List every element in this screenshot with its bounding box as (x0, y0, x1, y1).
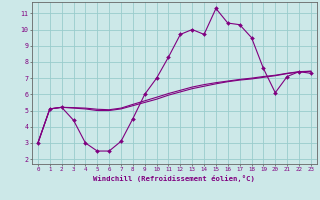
X-axis label: Windchill (Refroidissement éolien,°C): Windchill (Refroidissement éolien,°C) (93, 175, 255, 182)
